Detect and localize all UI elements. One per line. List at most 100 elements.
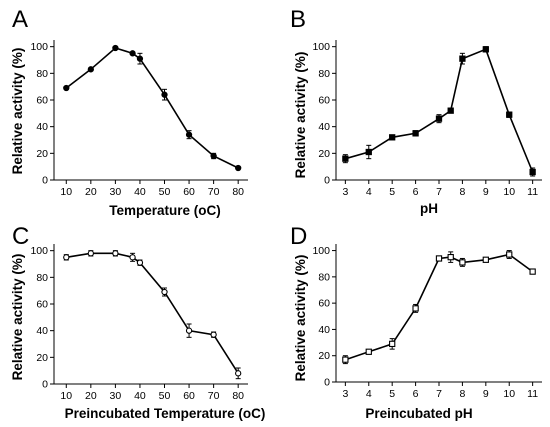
x-tick-label: 7 — [436, 388, 442, 400]
y-tick-label: 100 — [30, 41, 48, 53]
y-tick-label: 60 — [36, 299, 48, 311]
data-point — [129, 254, 136, 261]
y-tick-label: 100 — [312, 245, 330, 257]
y-tick-label: 60 — [318, 95, 330, 107]
x-tick-label: 80 — [232, 186, 244, 198]
x-tick-label: 50 — [159, 186, 171, 198]
data-point — [389, 340, 396, 348]
x-tick-label: 30 — [110, 186, 122, 198]
data-point — [210, 152, 217, 160]
x-tick-label: 60 — [183, 186, 195, 198]
y-tick-label: 20 — [318, 148, 330, 160]
data-point — [185, 131, 193, 138]
series-line — [65, 47, 239, 169]
y-tick-label: 100 — [312, 41, 330, 53]
x-tick-label: 10 — [503, 186, 515, 198]
plot-area: 0 20 40 60 80 100 10 20 30 40 50 60 70 80 — [30, 244, 248, 402]
y-tick-label: 0 — [42, 379, 48, 391]
y-tick-label: 20 — [318, 350, 330, 362]
y-tick-label: 40 — [36, 121, 48, 133]
data-point — [185, 327, 193, 334]
x-tick-label: 40 — [134, 186, 146, 198]
y-tick-label: 60 — [36, 95, 48, 107]
data-point — [412, 130, 419, 137]
data-point — [342, 155, 349, 162]
data-point — [235, 164, 242, 172]
data-point — [506, 251, 513, 258]
data-point — [435, 115, 443, 122]
x-tick-label: 6 — [413, 186, 419, 198]
x-tick-label: 6 — [413, 388, 419, 400]
plot-area: 0 20 40 60 80 100 3 4 5 6 7 8 9 10 11 — [312, 40, 542, 198]
y-tick-label: 40 — [36, 325, 48, 337]
y-tick-label: 0 — [324, 377, 330, 389]
data-point — [210, 331, 217, 338]
data-point — [482, 256, 489, 263]
y-tick-label: 20 — [36, 352, 48, 364]
x-tick-label: 60 — [183, 390, 195, 402]
y-tick-label: 80 — [318, 271, 330, 283]
y-tick-label: 60 — [318, 298, 330, 310]
data-point — [342, 356, 349, 363]
x-tick-label: 10 — [60, 390, 72, 402]
panel-c: C 0 20 40 60 80 100 10 20 30 40 50 60 70 80 Relative … — [10, 223, 265, 421]
panel-b: B 0 20 40 60 80 100 3 4 5 6 7 8 9 10 11 Relative activ… — [290, 6, 542, 216]
x-tick-label: 3 — [342, 388, 348, 400]
x-axis-title: Temperature (oC) — [109, 203, 221, 218]
data-point — [506, 111, 513, 118]
panel-a: A 0 20 40 60 80 100 10 20 30 40 50 60 70 80 Relative … — [10, 6, 248, 218]
data-point — [435, 255, 443, 262]
data-point — [447, 253, 454, 261]
y-tick-label: 80 — [36, 272, 48, 284]
y-axis-title: Relative activity (%) — [293, 52, 308, 179]
data-point — [87, 66, 94, 73]
y-tick-label: 80 — [36, 68, 48, 80]
y-tick-label: 80 — [318, 68, 330, 80]
panel-letter: A — [12, 6, 28, 33]
data-point — [112, 44, 119, 52]
series-line — [345, 48, 534, 173]
data-point — [365, 148, 372, 156]
data-point — [459, 55, 466, 62]
x-tick-label: 4 — [366, 186, 372, 198]
data-point — [412, 305, 419, 312]
panel-letter: D — [290, 223, 307, 250]
x-tick-label: 80 — [232, 390, 244, 402]
y-axis-title: Relative activity (%) — [10, 254, 25, 381]
data-point — [136, 55, 144, 62]
data-point — [529, 268, 536, 275]
data-point — [63, 84, 70, 92]
x-tick-label: 50 — [159, 390, 171, 402]
panel-letter: C — [12, 223, 29, 250]
x-axis-title: Preincubated Temperature (oC) — [65, 406, 266, 421]
x-tick-label: 20 — [85, 390, 97, 402]
data-point — [235, 370, 242, 377]
x-tick-label: 10 — [60, 186, 72, 198]
data-point — [129, 50, 136, 57]
data-point — [447, 107, 454, 114]
plot-area: 0 20 40 60 80 100 10 20 30 40 50 60 70 80 — [30, 40, 248, 198]
y-axis-title: Relative activity (%) — [10, 48, 25, 175]
y-tick-label: 0 — [42, 175, 48, 187]
x-tick-label: 4 — [366, 388, 372, 400]
y-axis-title: Relative activity (%) — [293, 255, 308, 382]
x-tick-label: 11 — [527, 388, 538, 400]
data-point — [365, 348, 372, 355]
x-tick-label: 9 — [483, 186, 489, 198]
y-tick-label: 20 — [36, 148, 48, 160]
x-tick-label: 20 — [85, 186, 97, 198]
data-point — [529, 168, 536, 176]
data-point — [63, 254, 70, 261]
x-tick-label: 40 — [134, 390, 146, 402]
data-point — [161, 288, 168, 296]
data-point — [112, 250, 119, 257]
y-tick-label: 40 — [318, 324, 330, 336]
x-tick-label: 8 — [459, 388, 465, 400]
x-tick-label: 11 — [527, 186, 538, 198]
y-tick-label: 0 — [324, 175, 330, 187]
x-tick-label: 5 — [389, 186, 395, 198]
x-tick-label: 8 — [459, 186, 465, 198]
panel-letter: B — [290, 6, 306, 33]
data-point — [459, 259, 466, 266]
series-line — [66, 252, 239, 374]
